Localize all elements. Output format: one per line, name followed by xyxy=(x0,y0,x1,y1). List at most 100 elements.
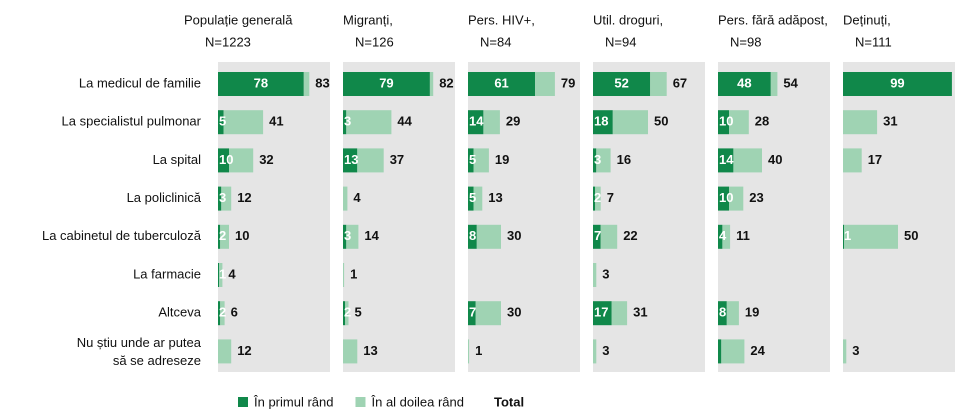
legend-label: În al doilea rând xyxy=(370,394,464,409)
first-label: 5 xyxy=(469,190,476,205)
first-label: 10 xyxy=(719,114,733,129)
bar-first xyxy=(218,148,229,173)
bar-first xyxy=(468,110,484,135)
legend-swatch xyxy=(355,397,366,407)
bar-second xyxy=(596,148,611,173)
total-label: 40 xyxy=(768,152,782,167)
total-label: 29 xyxy=(506,114,520,129)
panel-title: N=94 xyxy=(605,34,636,49)
first-label: 10 xyxy=(719,190,733,205)
bar-first xyxy=(468,301,476,326)
first-label: 17 xyxy=(594,305,608,320)
first-label: 61 xyxy=(494,75,508,90)
first-label: 14 xyxy=(719,152,734,167)
category-label: Altceva xyxy=(158,305,201,320)
bar-second xyxy=(476,224,501,249)
first-label: 99 xyxy=(890,75,904,90)
total-label: 12 xyxy=(237,343,251,358)
first-label: 10 xyxy=(219,152,233,167)
bar-second xyxy=(218,339,232,364)
panel-background xyxy=(218,62,330,372)
total-label: 41 xyxy=(269,114,283,129)
total-label: 50 xyxy=(904,228,918,243)
first-label: 5 xyxy=(469,152,476,167)
panel-title: Deținuți, xyxy=(843,12,891,27)
bar-second xyxy=(726,301,739,326)
category-label: La spital xyxy=(153,152,202,167)
panel-background xyxy=(468,62,580,372)
bar-second xyxy=(468,339,470,364)
panel-title: N=1223 xyxy=(205,34,251,49)
bar-second xyxy=(473,186,483,211)
category-label: La medicul de familie xyxy=(79,75,201,90)
panel-title: N=111 xyxy=(855,34,892,49)
bar-second xyxy=(612,110,648,135)
panel-background xyxy=(343,62,455,372)
bar-second xyxy=(593,263,597,287)
bar-first xyxy=(718,339,722,364)
bar-first xyxy=(718,224,723,249)
bar-second xyxy=(770,72,778,96)
bar-second xyxy=(729,110,749,135)
bar-second xyxy=(303,72,310,96)
first-label: 2 xyxy=(344,305,351,320)
total-label: 6 xyxy=(231,305,238,320)
bar-second xyxy=(595,186,601,211)
first-label: 4 xyxy=(719,228,727,243)
panel-background xyxy=(593,62,705,372)
bar-first xyxy=(343,301,346,326)
bar-first xyxy=(718,72,771,96)
bar-second xyxy=(729,186,744,211)
legend-label: În primul rând xyxy=(253,394,333,409)
bar-first xyxy=(593,110,613,135)
first-label: 48 xyxy=(737,75,751,90)
first-label: 7 xyxy=(594,228,601,243)
bar-first xyxy=(593,301,612,326)
bar-second xyxy=(219,263,223,287)
bar-first xyxy=(343,224,347,249)
bar-first xyxy=(343,148,358,173)
category-label: La policlinică xyxy=(127,190,202,205)
bar-second xyxy=(593,339,597,364)
bar-second xyxy=(473,148,489,173)
total-label: 4 xyxy=(353,190,361,205)
panel-title: Migranți, xyxy=(343,12,393,27)
total-label: 23 xyxy=(749,190,763,205)
total-label: 3 xyxy=(602,266,609,281)
bar-second xyxy=(733,148,762,173)
first-label: 3 xyxy=(219,190,226,205)
total-label: 3 xyxy=(602,343,609,358)
bar-second xyxy=(650,72,667,96)
bar-first xyxy=(218,72,304,96)
bar-second xyxy=(343,339,358,364)
panel-title: Pers. HIV+, xyxy=(468,12,535,27)
category-label: să se adreseze xyxy=(113,353,201,368)
bar-first xyxy=(593,148,597,173)
total-label: 19 xyxy=(495,152,509,167)
bar-first xyxy=(593,72,651,96)
total-label: 67 xyxy=(673,75,687,90)
panel-title: Util. droguri, xyxy=(593,12,663,27)
category-label: Nu știu unde ar putea xyxy=(77,335,202,350)
bar-second xyxy=(220,224,229,249)
total-label: 31 xyxy=(883,114,897,129)
bar-second xyxy=(600,224,618,249)
first-label: 8 xyxy=(719,305,726,320)
legend-swatch xyxy=(238,397,248,407)
bar-second xyxy=(357,148,384,173)
first-label: 78 xyxy=(254,75,268,90)
bar-second xyxy=(722,224,731,249)
first-label: 14 xyxy=(469,114,484,129)
total-label: 82 xyxy=(439,75,453,90)
bar-second xyxy=(721,339,745,364)
bar-second xyxy=(346,224,359,249)
total-label: 79 xyxy=(561,75,575,90)
total-label: 37 xyxy=(390,152,404,167)
bar-first xyxy=(343,72,430,96)
bar-second xyxy=(843,339,847,364)
first-label: 7 xyxy=(469,305,476,320)
total-label: 17 xyxy=(868,152,882,167)
total-label: 22 xyxy=(623,228,637,243)
first-label: 3 xyxy=(594,152,601,167)
